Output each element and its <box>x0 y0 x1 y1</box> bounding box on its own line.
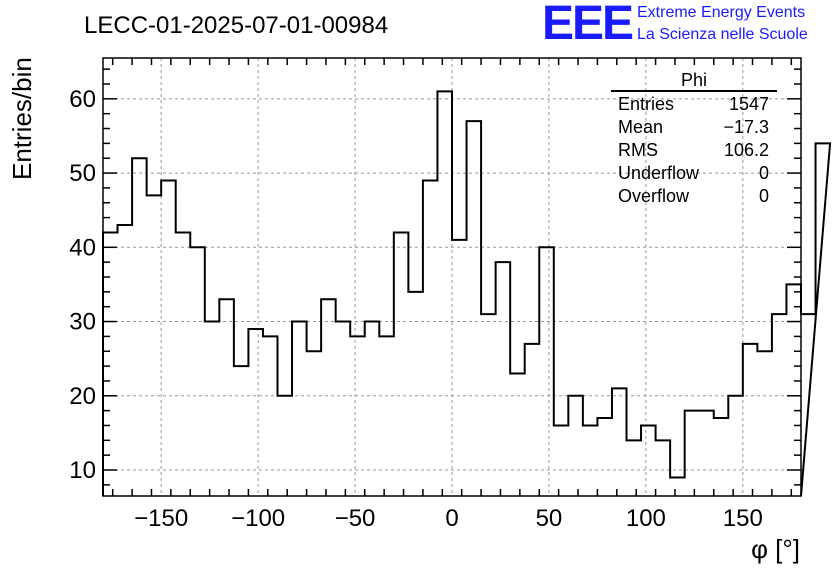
stats-label: Mean <box>618 117 663 137</box>
x-tick-label: −150 <box>134 505 188 532</box>
y-tick-labels: 10 20 30 40 50 60 <box>69 86 96 484</box>
stats-box: Phi Entries 1547 Mean −17.3 RMS 106.2 Underflo… <box>611 70 777 206</box>
stats-label: Entries <box>618 94 674 114</box>
x-tick-label: 150 <box>723 505 763 532</box>
y-axis-label: Entries/bin <box>7 57 37 180</box>
y-tick-label: 20 <box>69 383 96 410</box>
x-axis-label: φ [°] <box>751 534 800 564</box>
stats-value: 106.2 <box>724 140 769 160</box>
x-tick-label: 0 <box>445 505 458 532</box>
axis-ticks <box>103 58 801 496</box>
x-tick-label: 50 <box>536 505 563 532</box>
y-tick-label: 30 <box>69 309 96 336</box>
x-tick-label: 100 <box>626 505 666 532</box>
stats-label: Underflow <box>618 163 700 183</box>
y-tick-label: 50 <box>69 160 96 187</box>
stats-value: −17.3 <box>723 117 769 137</box>
stats-label: RMS <box>618 140 658 160</box>
x-tick-labels: −150 −100 −50 0 50 100 150 <box>134 505 763 532</box>
y-tick-label: 60 <box>69 86 96 113</box>
y-tick-label: 10 <box>69 457 96 484</box>
stats-value: 0 <box>759 186 769 206</box>
stats-title: Phi <box>681 70 707 90</box>
x-tick-label: −50 <box>335 505 376 532</box>
chart-title: LECC-01-2025-07-01-00984 <box>84 12 388 39</box>
stats-value: 0 <box>759 163 769 183</box>
histogram-line <box>102 90 832 497</box>
logo-line-1: Extreme Energy Events <box>637 4 806 21</box>
stats-label: Overflow <box>618 186 690 206</box>
stats-rows: Entries 1547 Mean −17.3 RMS 106.2 Underflow 0 Ov… <box>618 94 769 206</box>
logo-line-2: La Scienza nelle Scuole <box>637 26 808 43</box>
x-tick-label: −100 <box>231 505 285 532</box>
stats-value: 1547 <box>729 94 769 114</box>
y-tick-label: 40 <box>69 234 96 261</box>
eee-logo: EEE <box>542 0 634 50</box>
